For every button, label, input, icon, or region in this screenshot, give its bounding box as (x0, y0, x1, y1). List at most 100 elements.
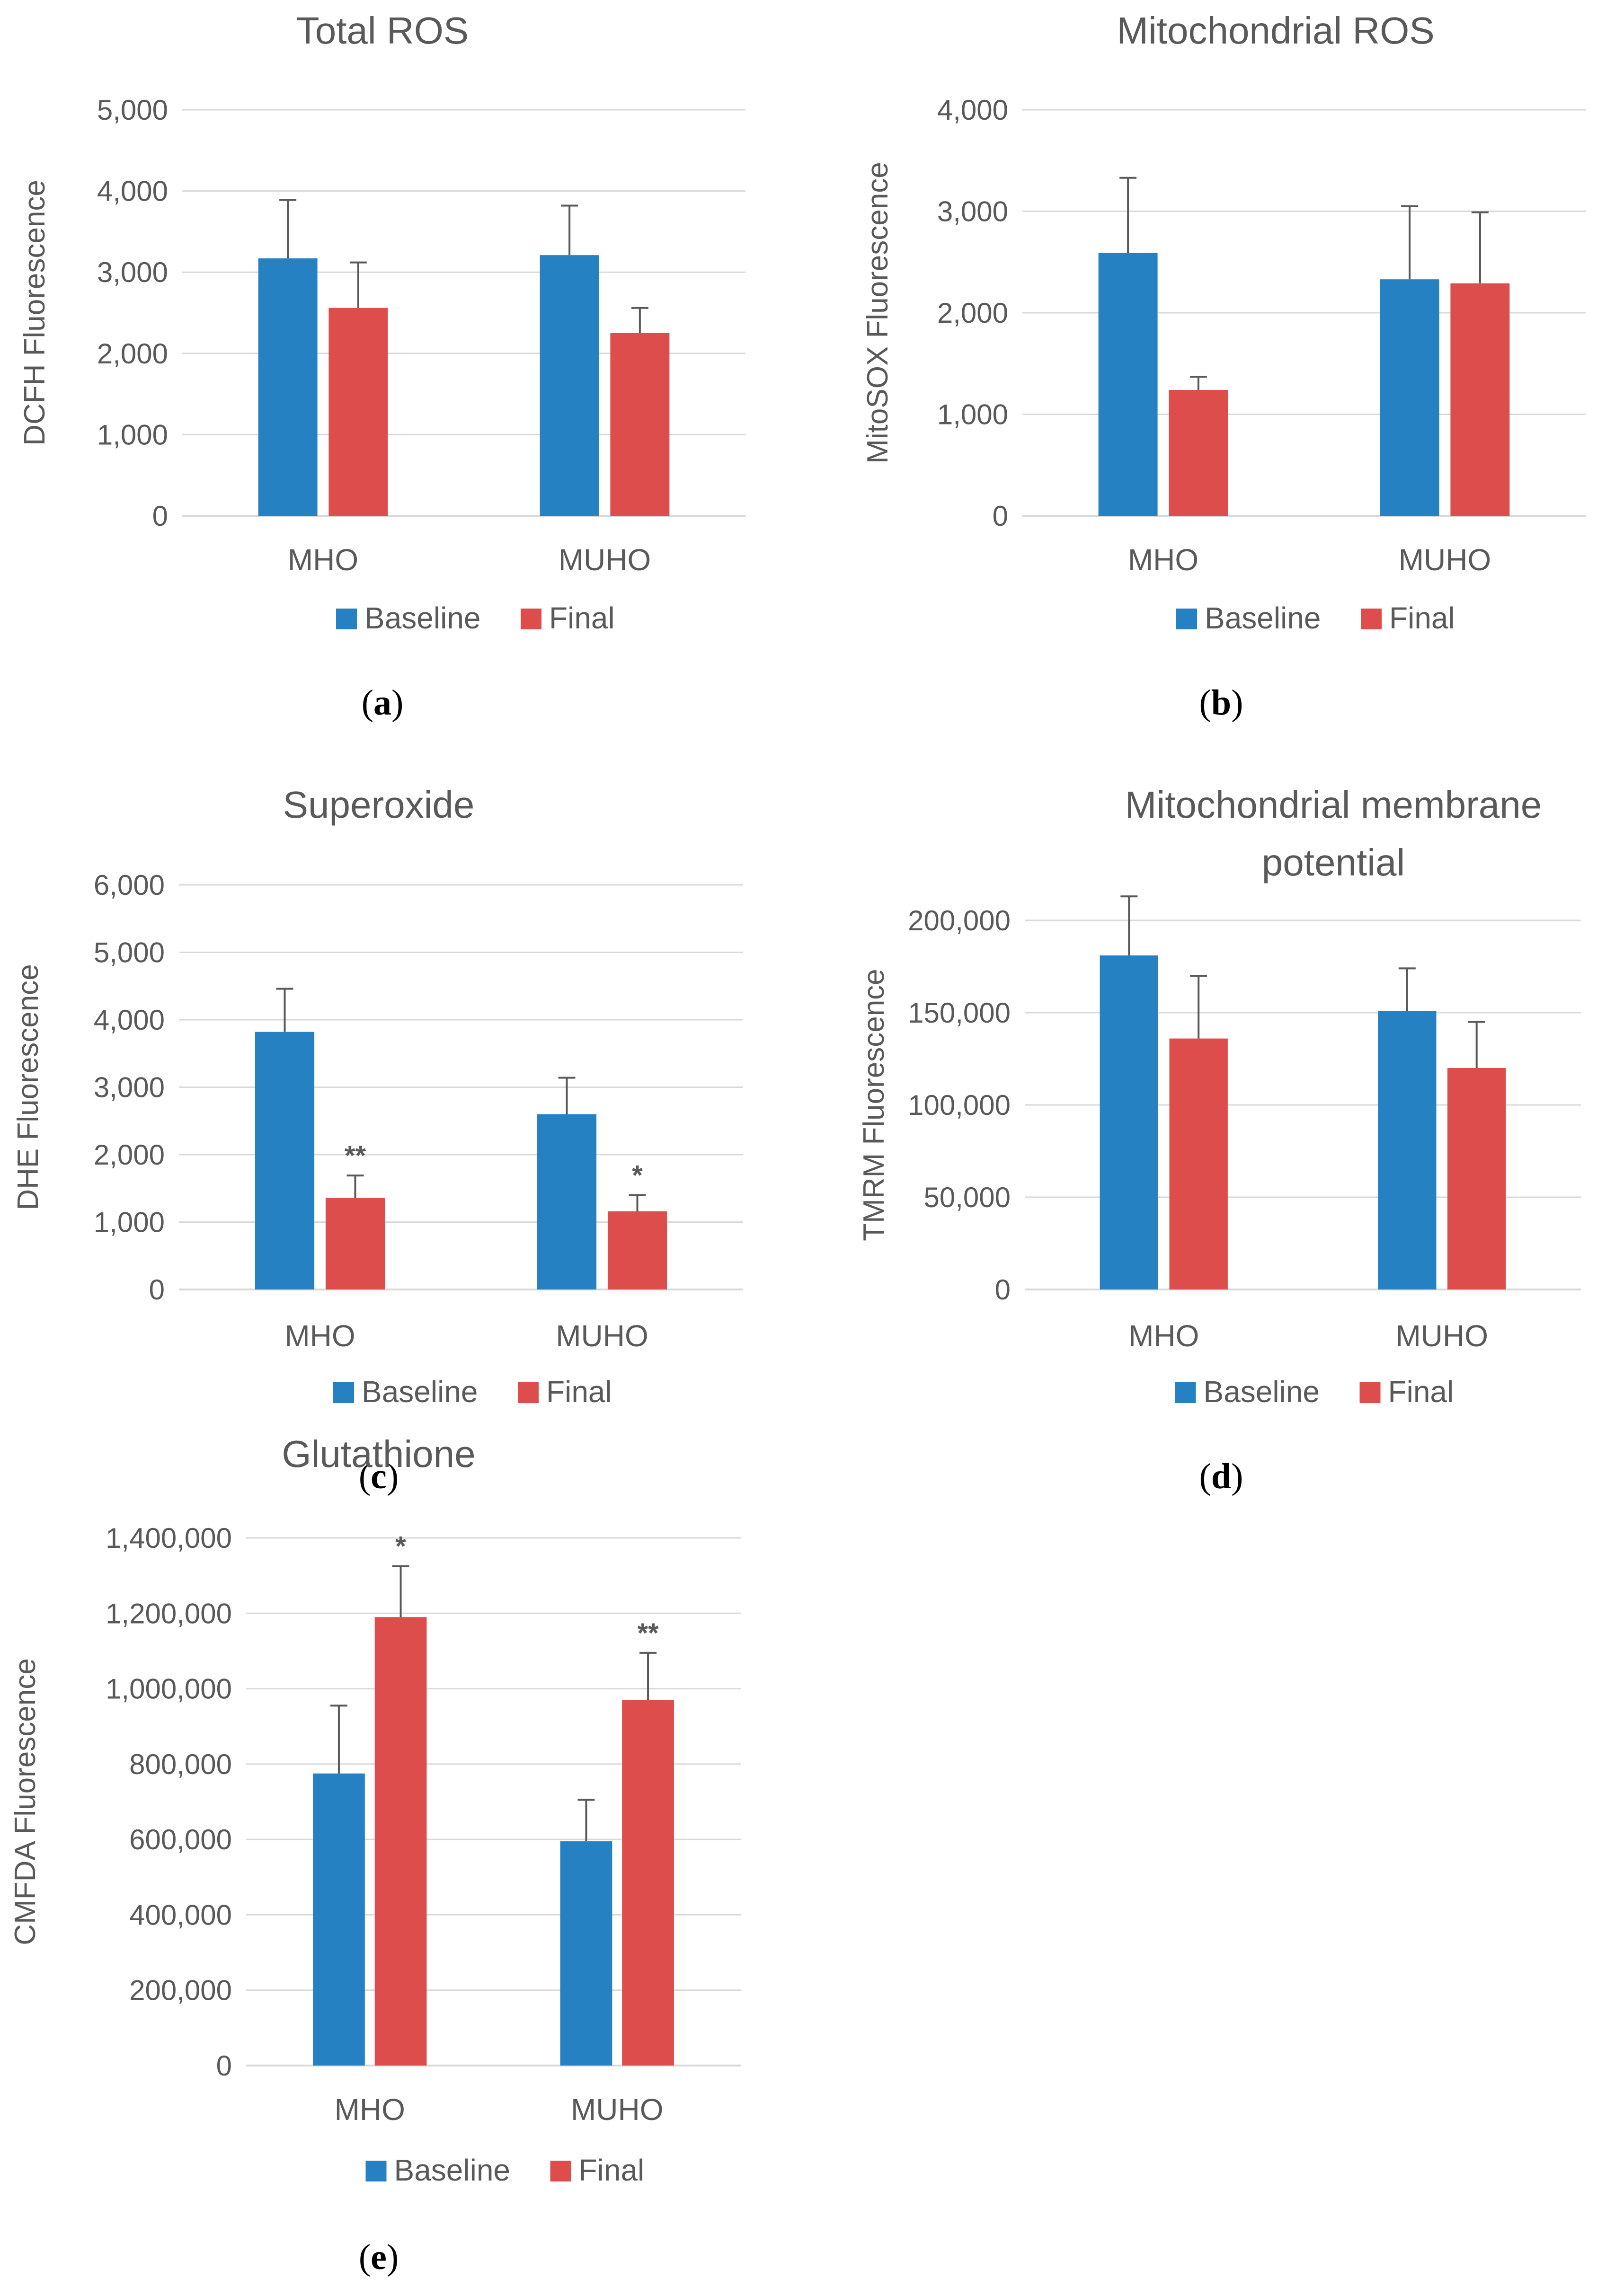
x-tick-label: MHO (1128, 543, 1198, 577)
x-tick-label: MUHO (559, 543, 651, 577)
y-tick-label: 3,000 (94, 1072, 165, 1104)
x-tick-label: MHO (1128, 1319, 1199, 1353)
y-tick-label: 5,000 (97, 94, 168, 126)
bar-baseline-muho (1380, 279, 1439, 516)
bar-baseline-muho (1378, 1011, 1437, 1289)
y-tick-label: 1,400,000 (106, 1522, 232, 1554)
y-tick-label: 0 (995, 1274, 1011, 1306)
bar-final-muho (1447, 1068, 1506, 1289)
bar-final-muho (610, 333, 670, 516)
chart-panel-a: Total ROS 0 1,000 2,000 3,000 4,000 5,000 DCFH … (18, 9, 745, 723)
legend-label-baseline: Baseline (1204, 1375, 1320, 1409)
y-tick-label: 0 (216, 2050, 232, 2082)
legend-swatch-baseline (336, 609, 357, 629)
x-tick-label: MHO (335, 2093, 405, 2127)
y-tick-label: 800,000 (129, 1748, 232, 1780)
panel-caption: (e) (359, 2237, 399, 2277)
bar-baseline-muho (540, 255, 599, 516)
chart-title: Total ROS (296, 9, 469, 52)
y-tick-label: 1,000 (97, 419, 168, 450)
y-tick-label: 4,000 (937, 94, 1008, 126)
legend-swatch-baseline (365, 2161, 387, 2181)
y-tick-label: 3,000 (937, 196, 1008, 228)
legend-label-baseline: Baseline (362, 1375, 478, 1409)
bar-final-muho (1450, 283, 1510, 516)
chart-title: potential (1262, 841, 1405, 883)
significance-marker: ** (637, 1618, 659, 1649)
bar-final-mho (1169, 390, 1228, 516)
y-tick-label: 1,000 (937, 399, 1008, 431)
y-tick-label: 0 (993, 500, 1008, 532)
y-tick-label: 2,000 (94, 1139, 165, 1171)
legend-label-baseline: Baseline (394, 2153, 511, 2187)
x-tick-label: MUHO (1399, 543, 1491, 577)
x-tick-label: MUHO (556, 1319, 648, 1353)
x-tick-label: MUHO (1395, 1319, 1488, 1353)
legend-swatch-final (518, 1382, 539, 1403)
bar-final-muho (607, 1211, 667, 1289)
bar-final-muho (622, 1700, 674, 2066)
legend-label-final: Final (579, 2153, 645, 2187)
bar-baseline-muho (537, 1114, 597, 1289)
bar-baseline-mho (1098, 253, 1158, 516)
x-tick-label: MHO (288, 543, 358, 577)
chart-panel-c: Superoxide 0 1,000 2,000 3,000 4,000 5,000 6,00… (12, 784, 743, 1496)
legend-swatch-final (521, 609, 541, 629)
y-tick-label: 0 (149, 1274, 165, 1306)
y-tick-label: 1,000 (94, 1207, 165, 1238)
bar-baseline-muho (560, 1841, 612, 2066)
y-tick-label: 6,000 (94, 869, 165, 901)
legend-label-final: Final (1388, 1375, 1454, 1409)
y-tick-label: 3,000 (97, 256, 168, 288)
y-tick-label: 2,000 (97, 338, 168, 370)
y-axis-label: MitoSOX Fluorescence (861, 162, 894, 463)
chart-panel-e: Glutathione 0 200,000 400,000 600,000 800,000… (9, 1433, 741, 2277)
bar-final-mho (328, 308, 388, 516)
chart-title: Superoxide (283, 784, 475, 826)
y-tick-label: 400,000 (129, 1899, 232, 1931)
bar-final-mho (374, 1617, 427, 2066)
y-axis-label: DHE Fluorescence (12, 964, 44, 1210)
bar-baseline-mho (255, 1032, 315, 1289)
bar-baseline-mho (313, 1773, 365, 2066)
legend-label-baseline: Baseline (364, 601, 481, 635)
legend-label-final: Final (1389, 601, 1455, 635)
chart-title: Mitochondrial membrane (1125, 784, 1542, 826)
legend-swatch-final (1359, 1382, 1381, 1403)
bar-final-mho (1169, 1038, 1228, 1289)
y-tick-label: 1,200,000 (106, 1598, 232, 1629)
y-tick-label: 4,000 (97, 176, 168, 207)
bar-baseline-mho (1100, 955, 1158, 1289)
significance-marker: ** (345, 1140, 366, 1171)
y-tick-label: 2,000 (937, 297, 1008, 329)
chart-panel-b: Mitochondrial ROS 0 1,000 2,000 3,000 4,000 Mi… (861, 9, 1586, 723)
legend-swatch-final (550, 2161, 571, 2181)
y-axis-label: DCFH Fluorescence (18, 180, 51, 446)
y-tick-label: 100,000 (908, 1089, 1011, 1121)
panel-caption: (a) (362, 683, 404, 723)
significance-marker: * (395, 1531, 406, 1562)
panel-caption: (d) (1199, 1457, 1243, 1496)
chart-title: Mitochondrial ROS (1117, 9, 1434, 52)
legend-swatch-baseline (1176, 609, 1197, 629)
legend-label-final: Final (546, 1375, 612, 1409)
chart-panel-d: Mitochondrial membrane potential 0 50,000 10… (858, 784, 1581, 1496)
y-tick-label: 0 (152, 500, 168, 532)
bar-final-mho (325, 1198, 385, 1289)
legend-swatch-final (1361, 609, 1382, 629)
y-axis-label: TMRM Fluorescence (858, 969, 890, 1241)
x-tick-label: MUHO (571, 2093, 664, 2127)
y-tick-label: 150,000 (908, 997, 1011, 1029)
significance-marker: * (632, 1160, 643, 1191)
panel-caption: (b) (1199, 683, 1243, 723)
legend-label-baseline: Baseline (1205, 601, 1321, 635)
y-tick-label: 50,000 (923, 1182, 1011, 1213)
legend-label-final: Final (549, 601, 615, 635)
legend-swatch-baseline (1175, 1382, 1196, 1403)
chart-title: Glutathione (282, 1433, 475, 1475)
y-tick-label: 200,000 (908, 905, 1011, 936)
y-axis-label: CMFDA Fluorescence (9, 1658, 42, 1945)
bar-baseline-mho (258, 258, 318, 516)
y-tick-label: 600,000 (129, 1824, 232, 1855)
